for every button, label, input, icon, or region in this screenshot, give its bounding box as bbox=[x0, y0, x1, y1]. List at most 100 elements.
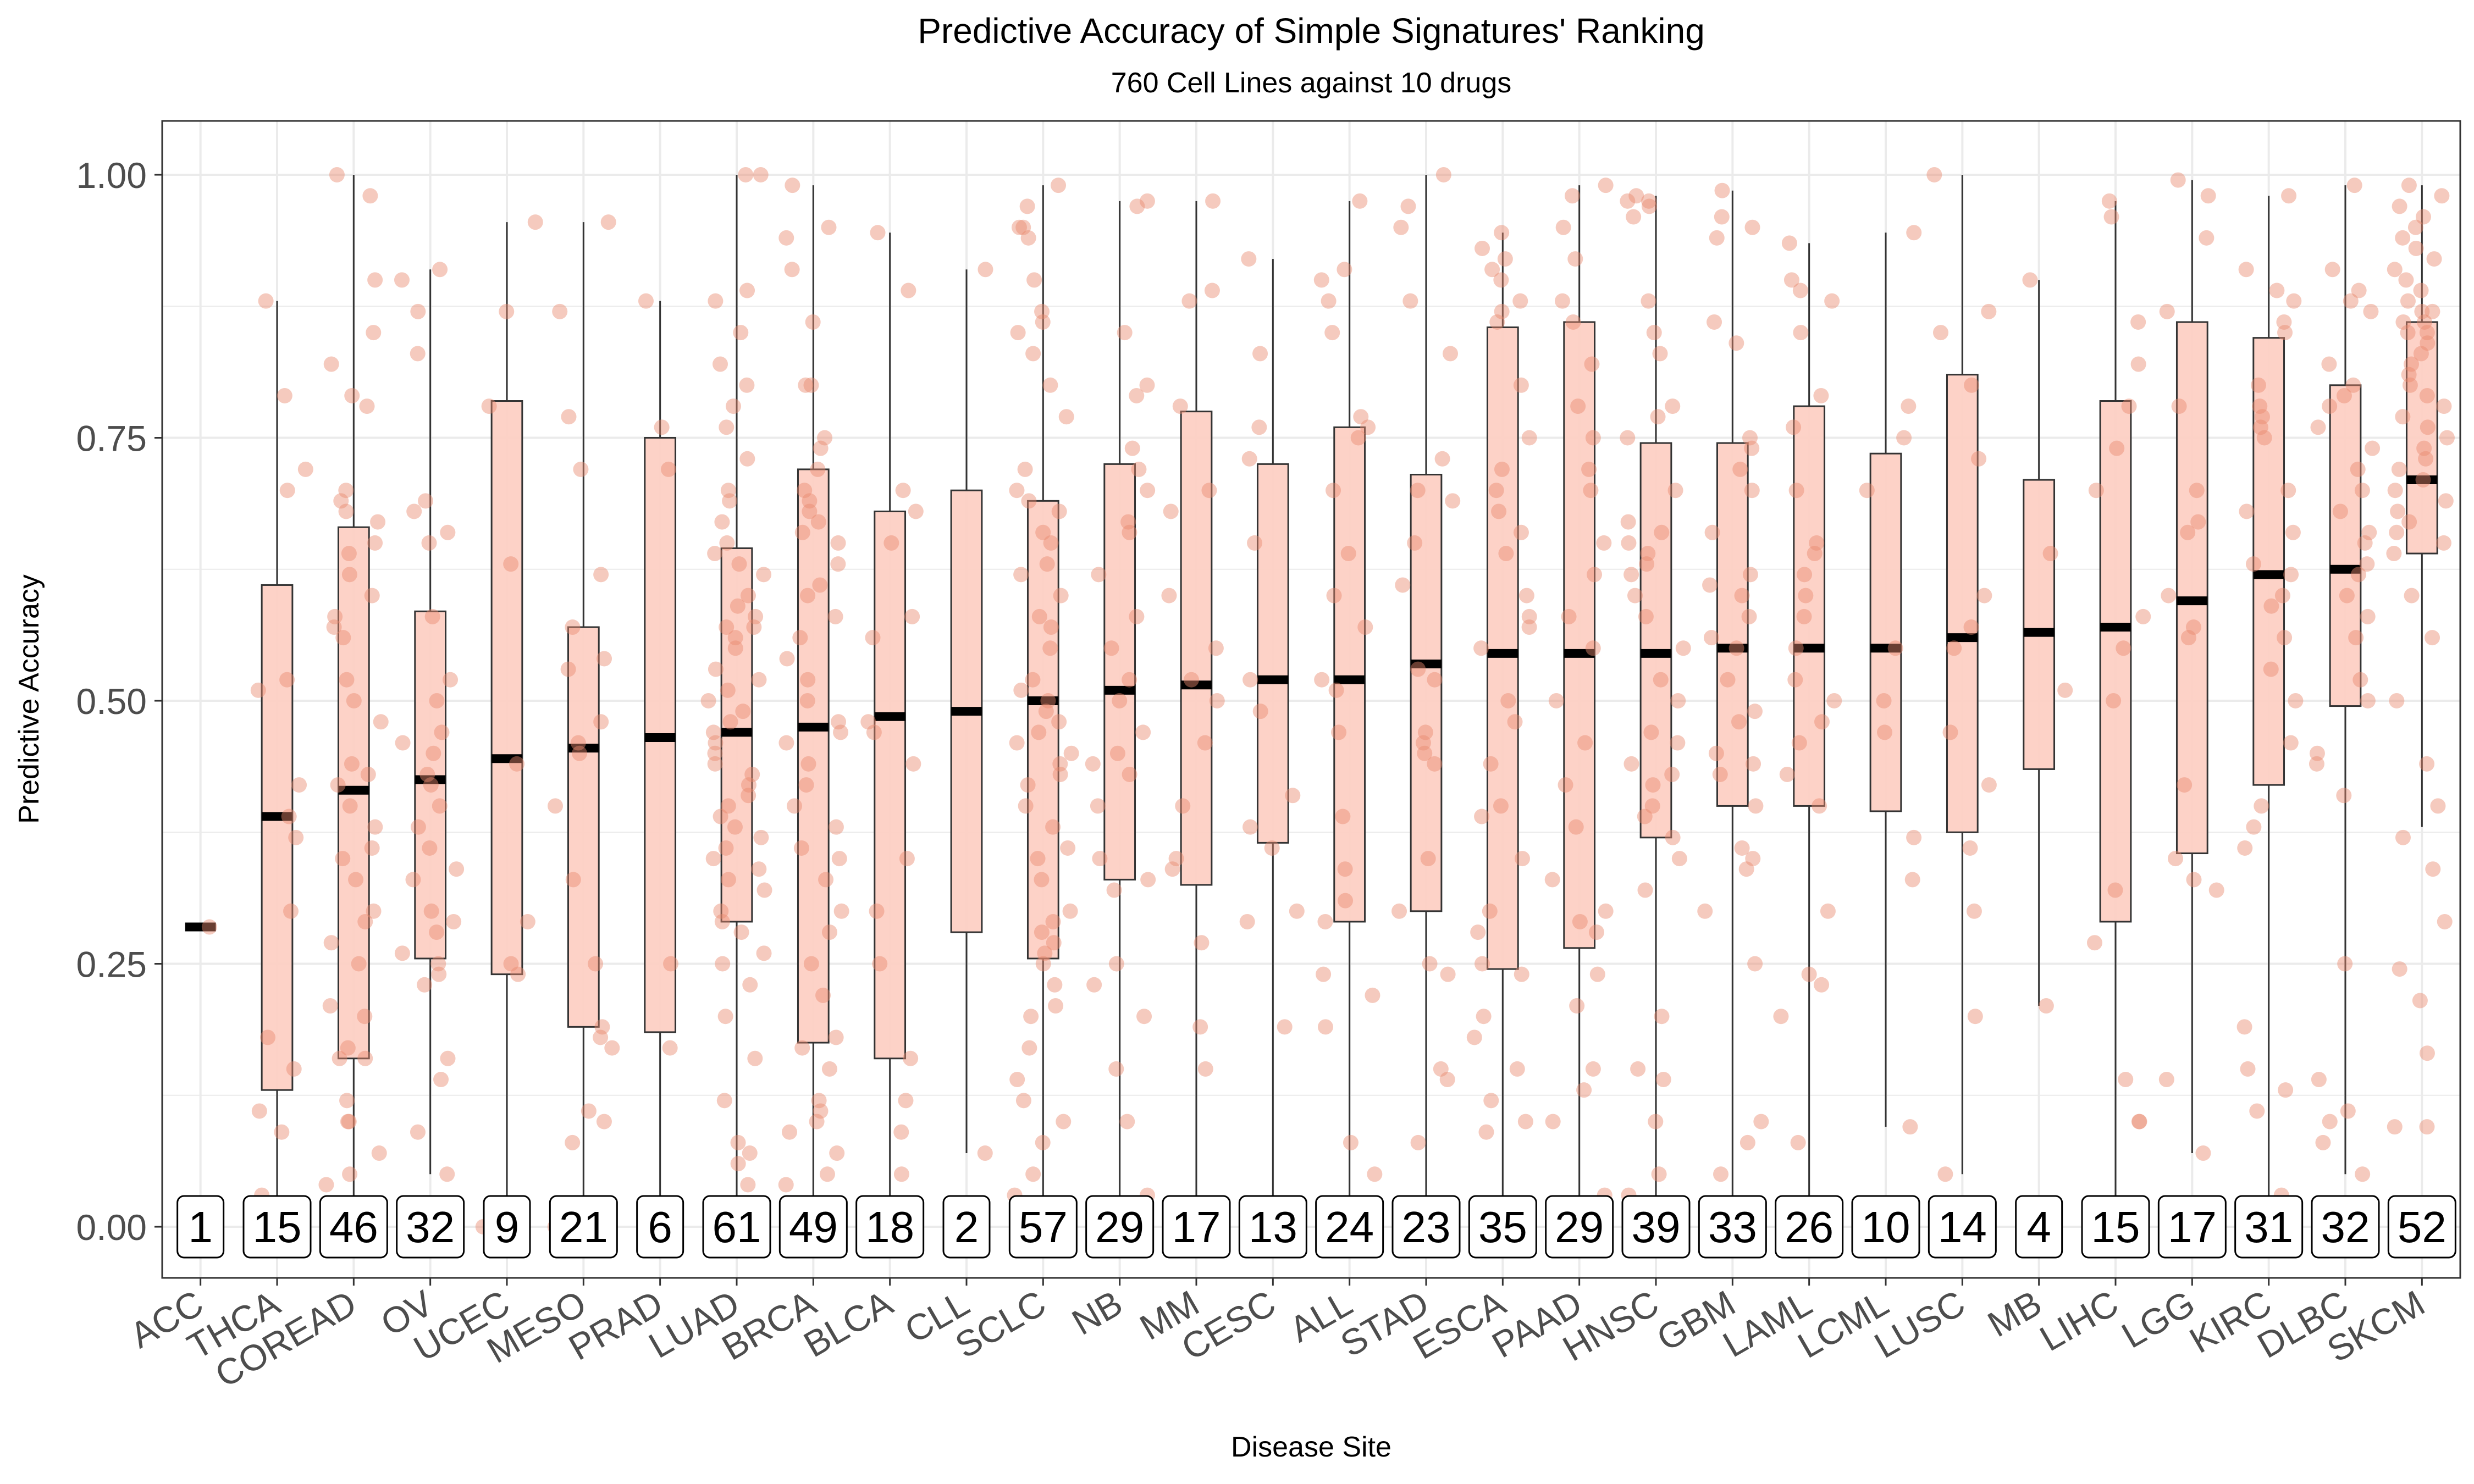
data-point bbox=[1747, 704, 1763, 719]
data-point bbox=[1630, 1061, 1646, 1077]
data-point bbox=[733, 924, 749, 940]
data-point bbox=[2350, 461, 2366, 477]
data-point bbox=[2345, 377, 2361, 393]
data-point bbox=[2310, 419, 2326, 435]
count-label-box bbox=[1851, 1195, 1920, 1259]
data-point bbox=[898, 1093, 914, 1109]
data-point bbox=[1509, 1061, 1525, 1077]
data-point bbox=[364, 588, 380, 603]
data-point bbox=[2088, 483, 2104, 499]
data-point bbox=[2280, 483, 2296, 499]
data-point bbox=[2332, 503, 2348, 519]
data-point bbox=[1966, 903, 1982, 919]
data-point bbox=[1637, 809, 1653, 824]
data-point bbox=[1598, 178, 1614, 193]
count-label-text: 46 bbox=[329, 1203, 378, 1252]
data-point bbox=[2256, 430, 2272, 446]
data-point bbox=[1790, 1134, 1806, 1150]
data-point bbox=[1035, 524, 1051, 540]
data-point bbox=[346, 693, 362, 708]
data-point bbox=[1091, 567, 1107, 583]
data-point bbox=[1204, 283, 1220, 298]
count-label-box bbox=[1238, 1195, 1307, 1259]
data-point bbox=[719, 619, 735, 635]
data-point bbox=[2131, 1114, 2147, 1129]
data-point bbox=[1707, 314, 1722, 330]
data-point bbox=[2389, 524, 2405, 540]
data-point bbox=[1192, 1019, 1208, 1035]
data-point bbox=[1317, 913, 1333, 929]
data-point bbox=[2277, 630, 2293, 646]
count-label-box bbox=[778, 1195, 848, 1259]
data-point bbox=[720, 483, 736, 499]
data-point bbox=[746, 619, 762, 635]
data-point bbox=[1813, 387, 1829, 403]
data-point bbox=[1671, 851, 1687, 867]
data-point bbox=[1313, 272, 1329, 288]
data-point bbox=[1025, 1166, 1041, 1182]
data-point bbox=[2360, 693, 2376, 708]
data-point bbox=[1498, 546, 1514, 562]
data-point bbox=[1494, 303, 1510, 319]
data-point bbox=[2395, 230, 2411, 246]
data-point bbox=[1620, 514, 1636, 530]
data-point bbox=[327, 608, 343, 624]
box-meso bbox=[567, 626, 600, 1028]
data-point bbox=[1119, 1114, 1135, 1129]
data-point bbox=[1507, 714, 1523, 730]
data-point bbox=[819, 1166, 835, 1182]
data-point bbox=[720, 682, 736, 698]
count-label-box bbox=[176, 1195, 225, 1259]
data-point bbox=[1420, 851, 1436, 867]
box-kirc bbox=[2252, 337, 2285, 786]
data-point bbox=[367, 819, 383, 835]
data-point bbox=[725, 398, 741, 414]
data-point bbox=[410, 303, 426, 319]
data-point bbox=[778, 1177, 794, 1193]
count-label-box bbox=[636, 1195, 684, 1259]
data-point bbox=[708, 661, 724, 677]
data-point bbox=[367, 272, 383, 288]
data-point bbox=[1906, 829, 1922, 845]
count-label-text: 29 bbox=[1555, 1203, 1604, 1252]
data-point bbox=[1791, 735, 1807, 751]
data-point bbox=[1702, 577, 1718, 593]
data-point bbox=[733, 325, 749, 341]
data-point bbox=[250, 682, 266, 698]
data-point bbox=[2395, 409, 2411, 425]
count-labels: 1 15 46 32 9 21 6 61 49 18 2 57 29 17 13 24 23 35 29 39 33 26… bbox=[176, 1195, 2456, 1259]
data-point bbox=[201, 919, 217, 935]
data-point bbox=[797, 483, 813, 499]
data-point bbox=[440, 1050, 456, 1066]
data-point bbox=[1741, 608, 1757, 624]
data-point bbox=[2430, 798, 2446, 814]
data-point bbox=[503, 556, 519, 572]
data-point bbox=[1475, 240, 1490, 256]
count-label-text: 10 bbox=[1862, 1203, 1910, 1252]
data-point bbox=[869, 903, 885, 919]
data-point bbox=[1343, 1134, 1359, 1150]
data-point bbox=[1742, 567, 1758, 583]
data-point bbox=[2263, 661, 2279, 677]
count-label-text: 6 bbox=[648, 1203, 672, 1252]
count-label-text: 23 bbox=[1402, 1203, 1451, 1252]
data-point bbox=[318, 1177, 334, 1193]
data-point bbox=[2288, 693, 2304, 708]
data-point bbox=[1338, 893, 1354, 909]
data-point bbox=[1708, 745, 1724, 761]
data-point bbox=[338, 503, 354, 519]
data-point bbox=[1962, 840, 1978, 856]
data-point bbox=[2419, 1045, 2435, 1061]
data-point bbox=[2277, 325, 2293, 341]
data-point bbox=[1031, 724, 1047, 740]
data-point bbox=[2086, 935, 2102, 951]
data-point bbox=[1316, 966, 1332, 982]
data-point bbox=[2171, 398, 2187, 414]
data-point bbox=[1365, 987, 1380, 1003]
data-point bbox=[1554, 293, 1570, 309]
count-label-text: 26 bbox=[1785, 1203, 1834, 1252]
data-point bbox=[1251, 419, 1267, 435]
data-point bbox=[1653, 672, 1669, 688]
data-point bbox=[2106, 693, 2122, 708]
data-point bbox=[1026, 272, 1042, 288]
